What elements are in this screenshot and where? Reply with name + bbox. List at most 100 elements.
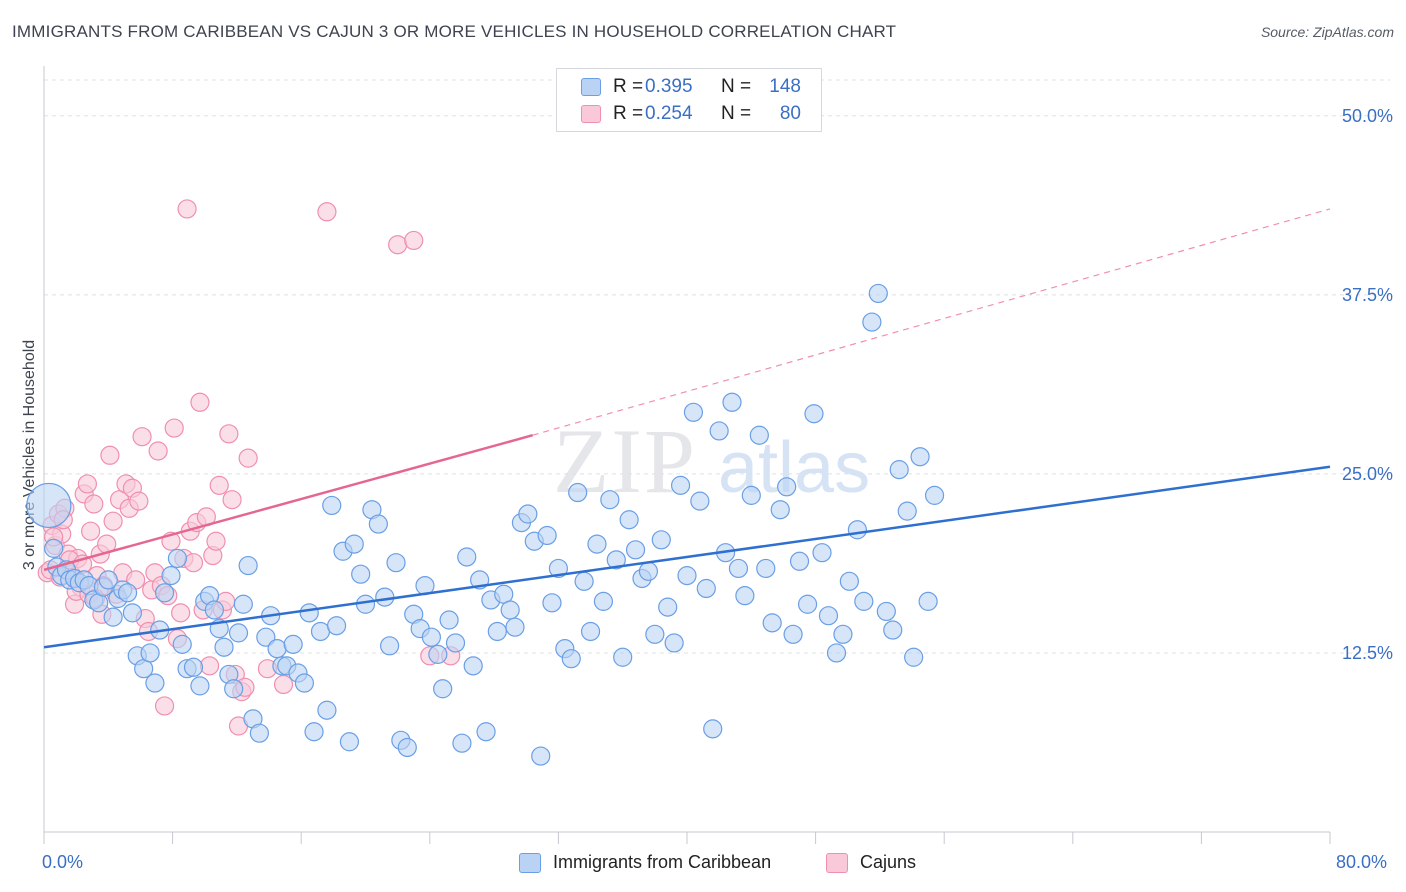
- caribbean-point: [683, 402, 704, 422]
- caribbean-point: [910, 447, 930, 467]
- caribbean-point: [167, 548, 188, 569]
- caribbean-point: [439, 610, 459, 630]
- caribbean-point: [812, 543, 832, 563]
- caribbean-point: [658, 597, 678, 617]
- caribbean-point: [421, 627, 442, 647]
- watermark-atlas: atlas: [718, 428, 870, 508]
- cajuns-point: [103, 511, 123, 531]
- caribbean-point: [161, 566, 181, 586]
- cajuns-point: [209, 475, 229, 495]
- caribbean-point: [172, 634, 192, 654]
- caribbean-point: [238, 555, 258, 576]
- caribbean-point: [204, 600, 224, 620]
- caribbean-point: [924, 485, 945, 505]
- caribbean-trend-line: [43, 465, 1331, 649]
- series-label-cajuns: Cajuns: [860, 852, 917, 872]
- caribbean-point: [783, 624, 803, 644]
- caribbean-point: [256, 627, 276, 647]
- cajuns-point: [81, 521, 101, 541]
- caribbean-point: [664, 633, 684, 653]
- caribbean-point: [580, 621, 601, 642]
- caribbean-point: [154, 583, 175, 603]
- cajuns-point: [100, 445, 120, 465]
- caribbean-point: [351, 564, 371, 584]
- caribbean-point: [537, 525, 557, 546]
- caribbean-point: [561, 649, 581, 669]
- caribbean-point: [428, 644, 448, 664]
- legend-swatch-caribbean: [581, 78, 601, 96]
- cajuns-point: [317, 202, 337, 222]
- caribbean-point: [728, 558, 749, 579]
- cajuns-point: [388, 235, 408, 255]
- caribbean-point: [574, 571, 594, 591]
- caribbean-point: [587, 534, 607, 554]
- caribbean-point: [741, 485, 761, 505]
- legend-row-cajuns: R = 0.254 N = 80: [581, 102, 801, 126]
- caribbean-point: [452, 733, 472, 753]
- caribbean-point: [518, 504, 538, 524]
- caribbean-point: [463, 656, 483, 676]
- caribbean-point: [457, 547, 477, 567]
- caribbean-point: [310, 621, 331, 642]
- caribbean-point: [26, 482, 72, 529]
- legend-r-value: 0.254: [645, 103, 693, 124]
- caribbean-point: [339, 732, 360, 752]
- caribbean-point: [122, 603, 143, 623]
- caribbean-point: [433, 679, 453, 699]
- caribbean-point: [294, 673, 315, 693]
- series-legend-caribbean: Immigrants from Caribbean: [519, 852, 771, 873]
- cajuns-point: [219, 424, 239, 444]
- caribbean-point: [638, 561, 659, 581]
- caribbean-point: [762, 613, 782, 633]
- cajuns-point: [148, 441, 168, 461]
- cajuns-point: [132, 427, 152, 447]
- caribbean-point: [709, 421, 729, 441]
- caribbean-point: [696, 578, 716, 599]
- series-legend-cajuns: Cajuns: [826, 852, 916, 873]
- caribbean-point: [283, 634, 303, 654]
- caribbean-point: [619, 510, 639, 530]
- caribbean-point: [355, 594, 376, 614]
- caribbean-point: [228, 623, 249, 643]
- caribbean-point: [397, 737, 417, 758]
- chart-title: IMMIGRANTS FROM CARIBBEAN VS CAJUN 3 OR …: [12, 22, 897, 41]
- caribbean-point: [593, 591, 614, 611]
- caribbean-point: [677, 566, 697, 586]
- caribbean-point: [326, 616, 347, 636]
- cajuns-point: [129, 491, 149, 511]
- caribbean-point: [249, 723, 270, 743]
- caribbean-point: [568, 482, 588, 503]
- caribbean-point: [777, 477, 797, 497]
- caribbean-point: [606, 550, 626, 570]
- cajuns-point: [206, 531, 226, 551]
- caribbean-point: [918, 591, 938, 611]
- legend-swatch-cajuns: [581, 105, 601, 123]
- caribbean-point: [735, 586, 755, 606]
- caribbean-point: [380, 636, 400, 656]
- caribbean-point: [789, 551, 810, 571]
- x-tick-max: 80.0%: [1336, 852, 1388, 872]
- caribbean-point: [487, 621, 507, 642]
- y-tick-label: 37.5%: [1342, 285, 1393, 305]
- cajuns-point: [404, 230, 424, 251]
- caribbean-point: [117, 583, 138, 603]
- caribbean-point: [317, 700, 337, 720]
- caribbean-point: [854, 591, 874, 611]
- cajuns-points: [37, 199, 461, 736]
- caribbean-point: [233, 594, 253, 614]
- caribbean-point: [190, 676, 210, 696]
- cajuns-point: [190, 392, 210, 412]
- caribbean-point: [140, 643, 160, 663]
- x-tick-min: 0.0%: [42, 852, 84, 872]
- legend-n-label: N =: [721, 76, 752, 97]
- caribbean-point: [375, 587, 395, 607]
- caribbean-point: [542, 593, 562, 613]
- caribbean-point: [600, 490, 620, 510]
- caribbean-point: [883, 620, 903, 640]
- caribbean-point: [804, 404, 824, 424]
- caribbean-point: [98, 570, 118, 590]
- caribbean-point: [224, 679, 244, 699]
- cajuns-point: [171, 603, 191, 623]
- caribbean-point: [897, 501, 917, 521]
